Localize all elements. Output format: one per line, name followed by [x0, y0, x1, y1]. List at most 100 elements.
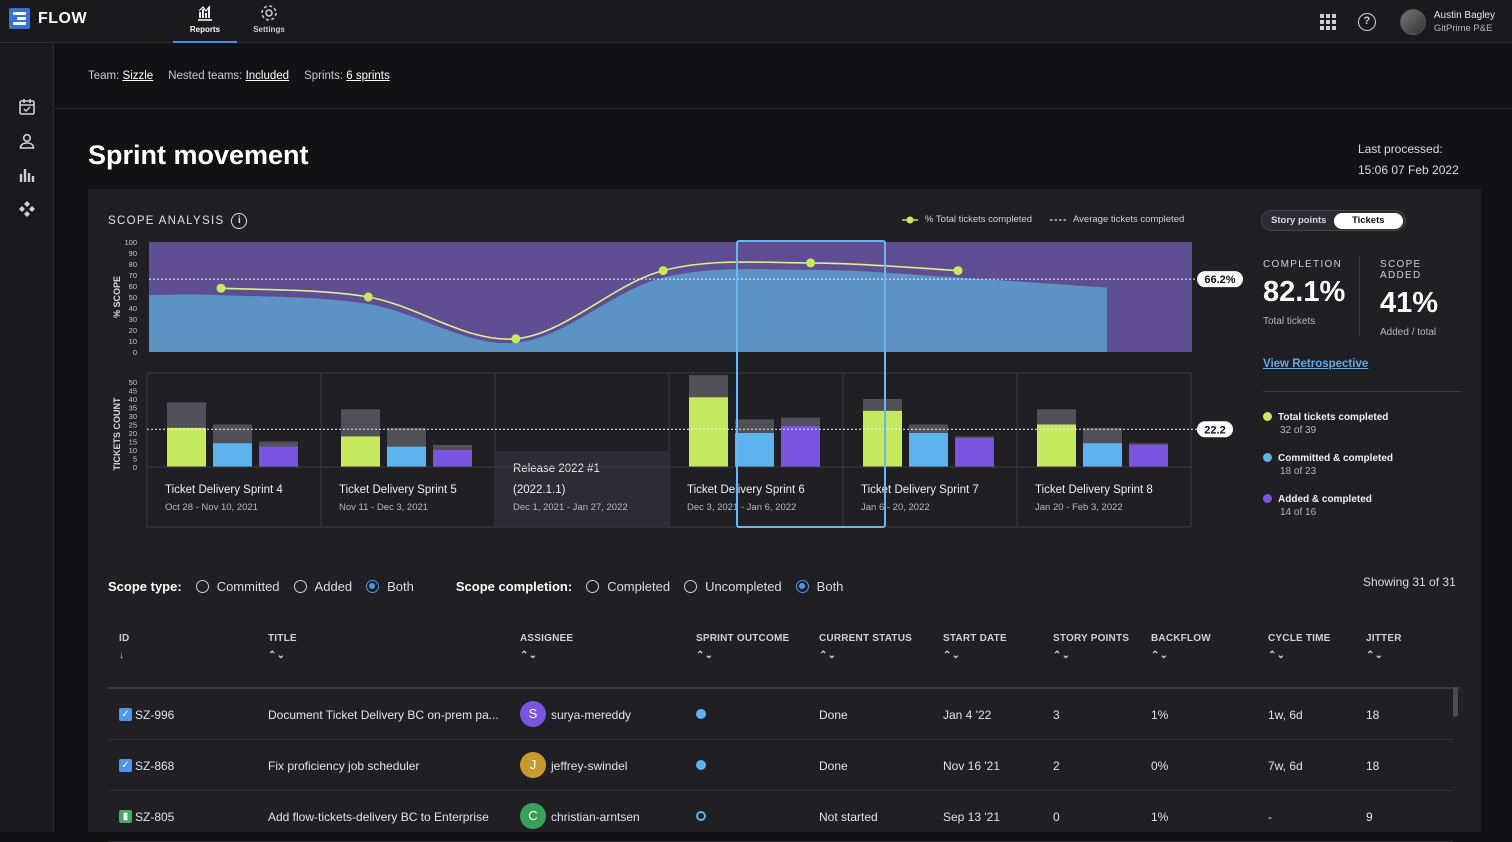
unit-toggle[interactable]: Story points Tickets — [1261, 210, 1406, 231]
radio-selected-icon[interactable] — [795, 580, 809, 593]
user-avatar[interactable] — [1399, 8, 1426, 35]
help-icon[interactable]: ? — [1357, 12, 1376, 31]
legend-added-completed: Added & completed 14 of 16 — [1263, 494, 1372, 518]
bar-completed — [213, 443, 252, 467]
completion-point — [806, 258, 816, 268]
radio-selected-icon[interactable] — [366, 580, 380, 593]
legend-added-sub: 14 of 16 — [1280, 507, 1317, 518]
sort-icon[interactable]: ⌃⌄ — [1366, 650, 1384, 661]
bar-completed — [689, 397, 728, 467]
person-icon[interactable] — [17, 131, 37, 151]
toggle-story-points[interactable]: Story points — [1271, 214, 1327, 226]
radio-icon[interactable] — [293, 580, 307, 593]
radio-icon[interactable] — [195, 580, 209, 593]
blue-dot-icon — [1263, 453, 1272, 462]
apps-grid-icon[interactable] — [1319, 13, 1336, 30]
view-retrospective-link[interactable]: View Retrospective — [1263, 358, 1369, 370]
col-jitter[interactable]: JITTER ⌃⌄ — [1366, 633, 1402, 661]
scope-completion-label: Scope completion: — [455, 579, 573, 594]
sort-icon[interactable]: ⌃⌄ — [696, 650, 714, 661]
table-scrollbar[interactable] — [1453, 687, 1458, 717]
purple-dot-icon — [1263, 494, 1272, 503]
nested-teams-filter[interactable]: Nested teams: Included — [168, 70, 289, 82]
col-id[interactable]: ID ↓ — [119, 633, 129, 661]
col-assignee-label: ASSIGNEE — [520, 633, 574, 644]
sprint-dates: Oct 28 - Nov 10, 2021 — [165, 502, 258, 513]
sort-icon[interactable]: ⌃⌄ — [943, 650, 961, 661]
col-jitter-label: JITTER — [1366, 633, 1402, 644]
sort-icon[interactable]: ⌃⌄ — [1151, 650, 1169, 661]
col-title[interactable]: TITLE ⌃⌄ — [268, 633, 297, 661]
avg-value-top: 66.2% — [1204, 274, 1235, 286]
scope-type-committed[interactable]: Committed — [195, 579, 280, 594]
bar-completed — [1083, 443, 1122, 467]
app-logo[interactable]: FLOW — [9, 8, 87, 29]
ticket-title[interactable]: Add flow-tickets-delivery BC to Enterpri… — [268, 810, 489, 824]
radio-icon[interactable] — [684, 580, 698, 593]
scope-type-added[interactable]: Added — [293, 579, 353, 594]
assignee-avatar: J — [520, 752, 546, 778]
sprints-filter[interactable]: Sprints: 6 sprints — [304, 70, 390, 82]
sprints-filter-label: Sprints: — [304, 70, 344, 82]
nested-teams-value[interactable]: Included — [245, 70, 290, 82]
sprint-name: Release 2022 #1 — [513, 463, 600, 475]
nav-reports[interactable]: Reports — [173, 3, 237, 43]
sort-icon[interactable]: ⌃⌄ — [268, 650, 286, 661]
toggle-tickets[interactable]: Tickets — [1333, 212, 1403, 229]
sprints-filter-value[interactable]: 6 sprints — [346, 70, 390, 82]
user-org: GitPrime P&E — [1433, 22, 1493, 34]
table-row[interactable]: ▮ SZ-805 Add flow-tickets-delivery BC to E… — [108, 791, 1453, 842]
col-sprint-outcome[interactable]: SPRINT OUTCOME ⌃⌄ — [696, 633, 789, 661]
ticket-title[interactable]: Fix proficiency job scheduler — [268, 759, 420, 773]
sort-icon[interactable]: ⌃⌄ — [520, 650, 538, 661]
selected-sprint-highlight[interactable] — [736, 240, 886, 528]
sort-icon[interactable]: ⌃⌄ — [1053, 650, 1071, 661]
col-story-points[interactable]: STORY POINTS ⌃⌄ — [1053, 633, 1129, 661]
ticket-id[interactable]: SZ-996 — [135, 708, 175, 722]
backflow: 1% — [1151, 810, 1169, 824]
assignee-name: surya-mereddy — [551, 708, 632, 722]
bar-completed — [1129, 444, 1168, 467]
bottom-y-tick-label: 10 — [129, 446, 137, 455]
info-icon[interactable]: i — [231, 213, 248, 229]
col-backflow[interactable]: BACKFLOW ⌃⌄ — [1151, 633, 1211, 661]
user-menu[interactable]: Austin Bagley GitPrime P&E — [1434, 9, 1495, 35]
bar-completed — [259, 446, 298, 467]
col-start-date[interactable]: START DATE ⌃⌄ — [943, 633, 1007, 661]
nav-settings[interactable]: Settings — [237, 3, 301, 43]
scope-added-stat: SCOPE ADDED 41% Added / total — [1380, 259, 1438, 338]
sort-icon[interactable]: ⌃⌄ — [819, 650, 837, 661]
scope-analysis-heading: SCOPE ANALYSIS i — [108, 213, 248, 229]
team-filter[interactable]: Team: Sizzle — [88, 70, 153, 82]
completion-point — [511, 334, 521, 344]
table-header: ID ↓ TITLE ⌃⌄ ASSIGNEE ⌃⌄ SPRINT OUTCOME ⌃⌄ … — [108, 625, 1460, 689]
scope-completion-uncompleted[interactable]: Uncompleted — [684, 579, 782, 594]
radio-label: Added — [314, 579, 353, 594]
completed-area — [149, 269, 1107, 352]
calendar-icon[interactable] — [17, 97, 37, 117]
scope-completion-both[interactable]: Both — [795, 579, 843, 594]
ticket-title[interactable]: Document Ticket Delivery BC on-prem pa..… — [268, 708, 499, 722]
scope-completion-completed[interactable]: Completed — [586, 579, 670, 594]
team-filter-value[interactable]: Sizzle — [122, 70, 154, 82]
col-current-status[interactable]: CURRENT STATUS ⌃⌄ — [819, 633, 912, 661]
gear-icon — [261, 5, 277, 21]
bar-completed — [1037, 424, 1076, 467]
radio-icon[interactable] — [586, 580, 600, 593]
table-row[interactable]: ✓ SZ-996 Document Ticket Delivery BC on-pr… — [108, 689, 1453, 740]
col-status-label: CURRENT STATUS — [819, 633, 912, 644]
bar-chart-icon[interactable] — [17, 165, 37, 185]
col-cycle-time[interactable]: CYCLE TIME ⌃⌄ — [1268, 633, 1331, 661]
reports-icon — [198, 5, 212, 21]
legend-avg-item: Average tickets completed — [1049, 214, 1184, 225]
ticket-id[interactable]: SZ-868 — [135, 759, 175, 773]
col-assignee[interactable]: ASSIGNEE ⌃⌄ — [520, 633, 573, 661]
ticket-id[interactable]: SZ-805 — [135, 810, 175, 824]
sort-down-icon[interactable]: ↓ — [119, 650, 125, 661]
jitter: 18 — [1366, 759, 1380, 773]
sort-icon[interactable]: ⌃⌄ — [1268, 650, 1286, 661]
diamonds-icon[interactable] — [17, 199, 37, 219]
scope-type-both[interactable]: Both — [366, 579, 414, 594]
bar-completed — [781, 426, 820, 467]
